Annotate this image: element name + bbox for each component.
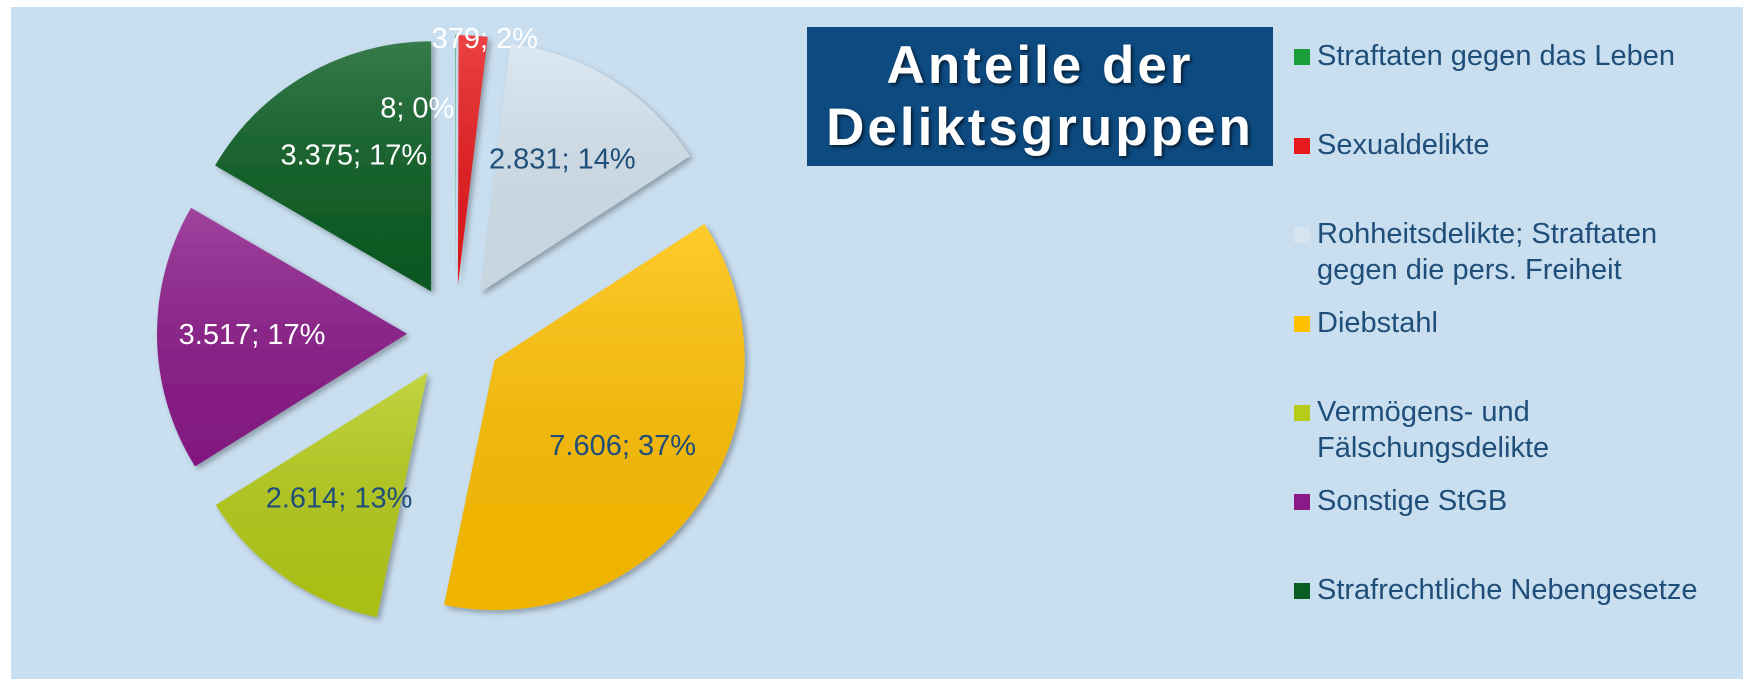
legend-label: Strafrechtliche Nebengesetze	[1317, 574, 1698, 606]
data-label: 7.606; 37%	[549, 430, 696, 462]
legend-item: Strafrechtliche Nebengesetze	[1294, 572, 1717, 608]
legend-item: Sonstige StGB	[1294, 483, 1717, 519]
legend-label: Sonstige StGB	[1317, 485, 1508, 517]
legend-item: Straftaten gegen das Leben	[1294, 38, 1717, 74]
slice-shade	[157, 207, 408, 467]
chart-title: Anteile der Deliktsgruppen	[807, 27, 1273, 166]
slice-group	[215, 372, 428, 618]
legend-label: Straftaten gegen das Leben	[1317, 40, 1675, 72]
legend-label: Sexualdelikte	[1317, 129, 1490, 161]
legend-label: Diebstahl	[1317, 307, 1438, 339]
legend-label: Rohheitsdelikte; Straftaten gegen die pe…	[1317, 218, 1658, 286]
slice-shade	[457, 35, 488, 286]
data-label: 3.375; 17%	[280, 140, 427, 172]
legend-swatch	[1294, 227, 1310, 243]
legend-swatch	[1294, 494, 1310, 510]
slice-group	[215, 41, 432, 292]
slice-shade	[455, 35, 456, 286]
slice-shade	[215, 41, 432, 292]
legend-swatch	[1294, 138, 1310, 154]
legend-swatch	[1294, 49, 1310, 65]
slice-shade	[215, 372, 428, 618]
slice-group	[457, 35, 488, 286]
data-label: 3.517; 17%	[179, 319, 326, 351]
data-label: 379; 2%	[432, 23, 538, 55]
slice-shade	[480, 44, 691, 293]
legend-swatch	[1294, 316, 1310, 332]
slice-group	[157, 207, 408, 467]
legend-swatch	[1294, 405, 1310, 421]
legend-item: Rohheitsdelikte; Straftaten gegen die pe…	[1294, 216, 1717, 288]
slice-shade	[444, 223, 745, 611]
legend-item: Sexualdelikte	[1294, 127, 1717, 163]
data-label: 8; 0%	[380, 93, 454, 125]
data-label: 2.831; 14%	[489, 143, 636, 175]
legend-label: Vermögens- und Fälschungsdelikte	[1317, 396, 1550, 464]
legend-item: Vermögens- und Fälschungsdelikte	[1294, 394, 1717, 466]
slice-group	[444, 223, 745, 611]
data-label: 2.614; 13%	[266, 482, 413, 514]
legend-item: Diebstahl	[1294, 305, 1717, 341]
slice-group	[455, 35, 456, 286]
legend-swatch	[1294, 583, 1310, 599]
slice-group	[480, 44, 691, 293]
